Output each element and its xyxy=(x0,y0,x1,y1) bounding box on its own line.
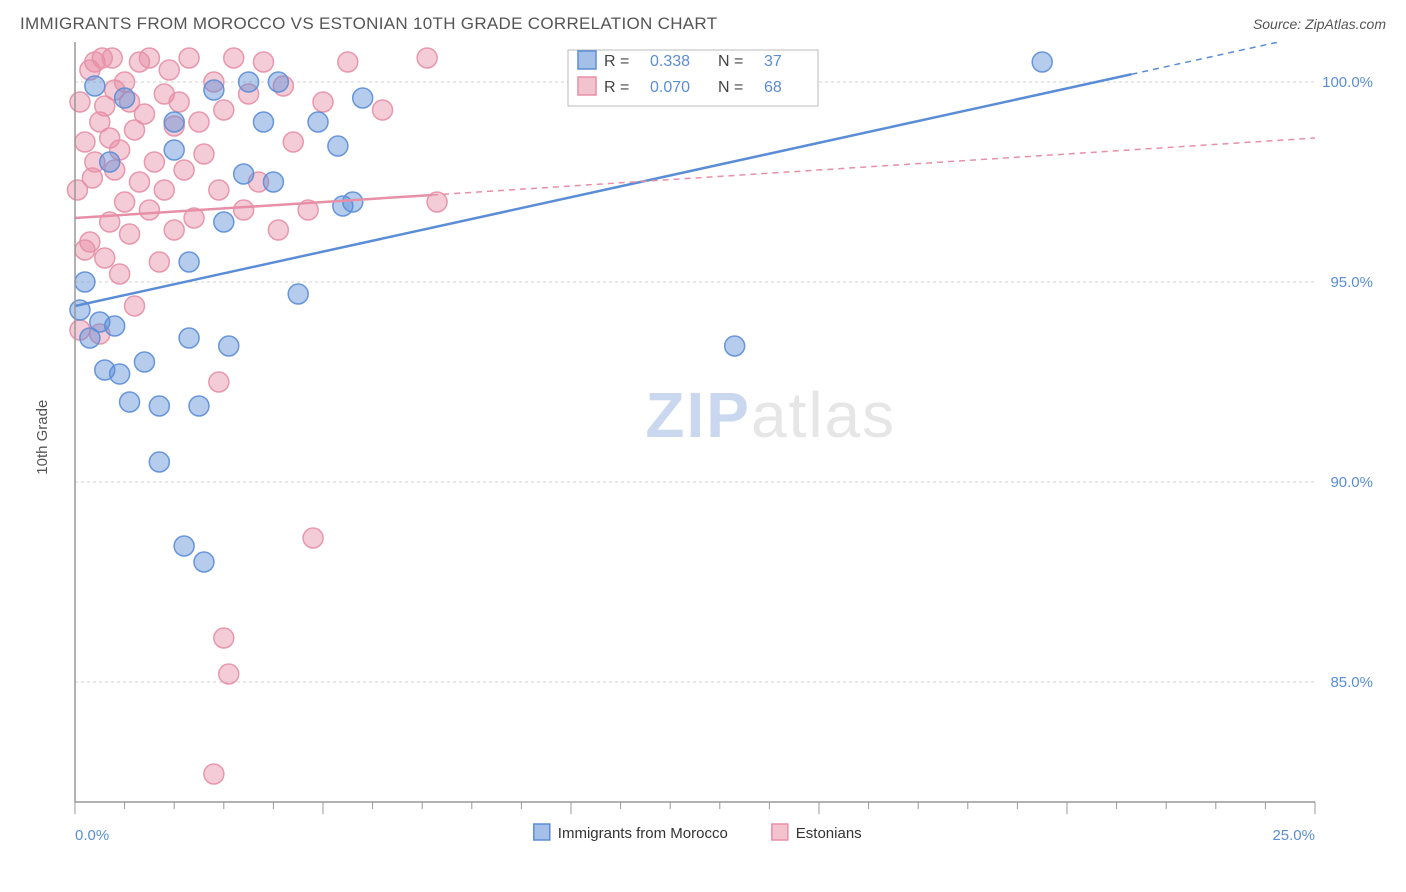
scatter-point xyxy=(204,764,224,784)
scatter-point xyxy=(174,536,194,556)
scatter-point xyxy=(313,92,333,112)
scatter-point xyxy=(179,328,199,348)
scatter-point xyxy=(194,552,214,572)
scatter-point xyxy=(115,88,135,108)
scatter-point xyxy=(102,48,122,68)
scatter-point xyxy=(164,140,184,160)
scatter-point xyxy=(129,172,149,192)
stats-label: N = xyxy=(718,53,743,70)
scatter-point xyxy=(338,52,358,72)
scatter-point xyxy=(194,144,214,164)
scatter-point xyxy=(283,132,303,152)
scatter-point xyxy=(149,452,169,472)
scatter-point xyxy=(134,104,154,124)
scatter-point xyxy=(149,396,169,416)
scatter-point xyxy=(110,364,130,384)
scatter-point xyxy=(70,92,90,112)
scatter-point xyxy=(214,212,234,232)
scatter-point xyxy=(204,80,224,100)
scatter-point xyxy=(144,152,164,172)
scatter-point xyxy=(224,48,244,68)
scatter-point xyxy=(263,172,283,192)
scatter-point xyxy=(125,296,145,316)
scatter-point xyxy=(189,112,209,132)
scatter-point xyxy=(209,180,229,200)
stats-label: N = xyxy=(718,79,743,96)
scatter-point xyxy=(234,200,254,220)
scatter-point xyxy=(253,52,273,72)
source-label: Source: ZipAtlas.com xyxy=(1253,16,1386,32)
legend-swatch xyxy=(534,824,550,840)
legend-label: Estonians xyxy=(796,825,862,842)
scatter-point xyxy=(139,48,159,68)
scatter-point xyxy=(288,284,308,304)
scatter-point xyxy=(95,248,115,268)
stats-n-value: 68 xyxy=(764,79,782,96)
scatter-point xyxy=(268,220,288,240)
scatter-point xyxy=(139,200,159,220)
scatter-point xyxy=(105,316,125,336)
scatter-point xyxy=(417,48,437,68)
scatter-point xyxy=(328,136,348,156)
trend-line-dashed xyxy=(432,138,1315,195)
watermark: ZIPatlas xyxy=(645,379,896,451)
stats-label: R = xyxy=(604,53,629,70)
y-tick-label: 100.0% xyxy=(1322,74,1373,91)
scatter-point xyxy=(110,264,130,284)
scatter-point xyxy=(209,372,229,392)
scatter-point xyxy=(303,528,323,548)
scatter-point xyxy=(189,396,209,416)
scatter-point xyxy=(154,180,174,200)
scatter-point xyxy=(219,664,239,684)
scatter-point xyxy=(164,220,184,240)
legend-swatch xyxy=(578,77,596,95)
scatter-point xyxy=(134,352,154,372)
scatter-point xyxy=(149,252,169,272)
trend-line-dashed xyxy=(1131,42,1315,74)
legend-swatch xyxy=(772,824,788,840)
scatter-point xyxy=(115,192,135,212)
x-tick-label: 25.0% xyxy=(1272,827,1315,844)
scatter-point xyxy=(239,72,259,92)
correlation-chart: ZIPatlas 85.0% 90.0% 95.0% 100.0% 0.0% 25.0% 10… xyxy=(20,42,1386,874)
scatter-point xyxy=(214,100,234,120)
stats-r-value: 0.070 xyxy=(650,79,690,96)
stats-label: R = xyxy=(604,79,629,96)
scatter-point xyxy=(373,100,393,120)
scatter-point xyxy=(159,60,179,80)
scatter-point xyxy=(725,336,745,356)
x-tick-label: 0.0% xyxy=(75,827,109,844)
scatter-point xyxy=(85,76,105,96)
scatter-point xyxy=(75,132,95,152)
scatter-point xyxy=(353,88,373,108)
scatter-point xyxy=(100,152,120,172)
y-axis-title: 10th Grade xyxy=(34,400,51,475)
scatter-point xyxy=(234,164,254,184)
scatter-point xyxy=(174,160,194,180)
scatter-point xyxy=(75,272,95,292)
scatter-point xyxy=(308,112,328,132)
scatter-point xyxy=(120,392,140,412)
scatter-point xyxy=(120,224,140,244)
y-tick-label: 85.0% xyxy=(1330,674,1373,691)
scatter-point xyxy=(219,336,239,356)
scatter-point xyxy=(1032,52,1052,72)
stats-n-value: 37 xyxy=(764,53,782,70)
scatter-point xyxy=(343,192,363,212)
legend-label: Immigrants from Morocco xyxy=(558,825,728,842)
y-tick-label: 95.0% xyxy=(1330,274,1373,291)
scatter-point xyxy=(179,48,199,68)
scatter-point xyxy=(179,252,199,272)
y-tick-label: 90.0% xyxy=(1330,474,1373,491)
scatter-point xyxy=(268,72,288,92)
stats-r-value: 0.338 xyxy=(650,53,690,70)
chart-title: IMMIGRANTS FROM MOROCCO VS ESTONIAN 10TH… xyxy=(20,14,717,34)
scatter-point xyxy=(164,112,184,132)
scatter-point xyxy=(169,92,189,112)
scatter-point xyxy=(214,628,234,648)
legend-swatch xyxy=(578,51,596,69)
scatter-point xyxy=(80,232,100,252)
scatter-point xyxy=(253,112,273,132)
